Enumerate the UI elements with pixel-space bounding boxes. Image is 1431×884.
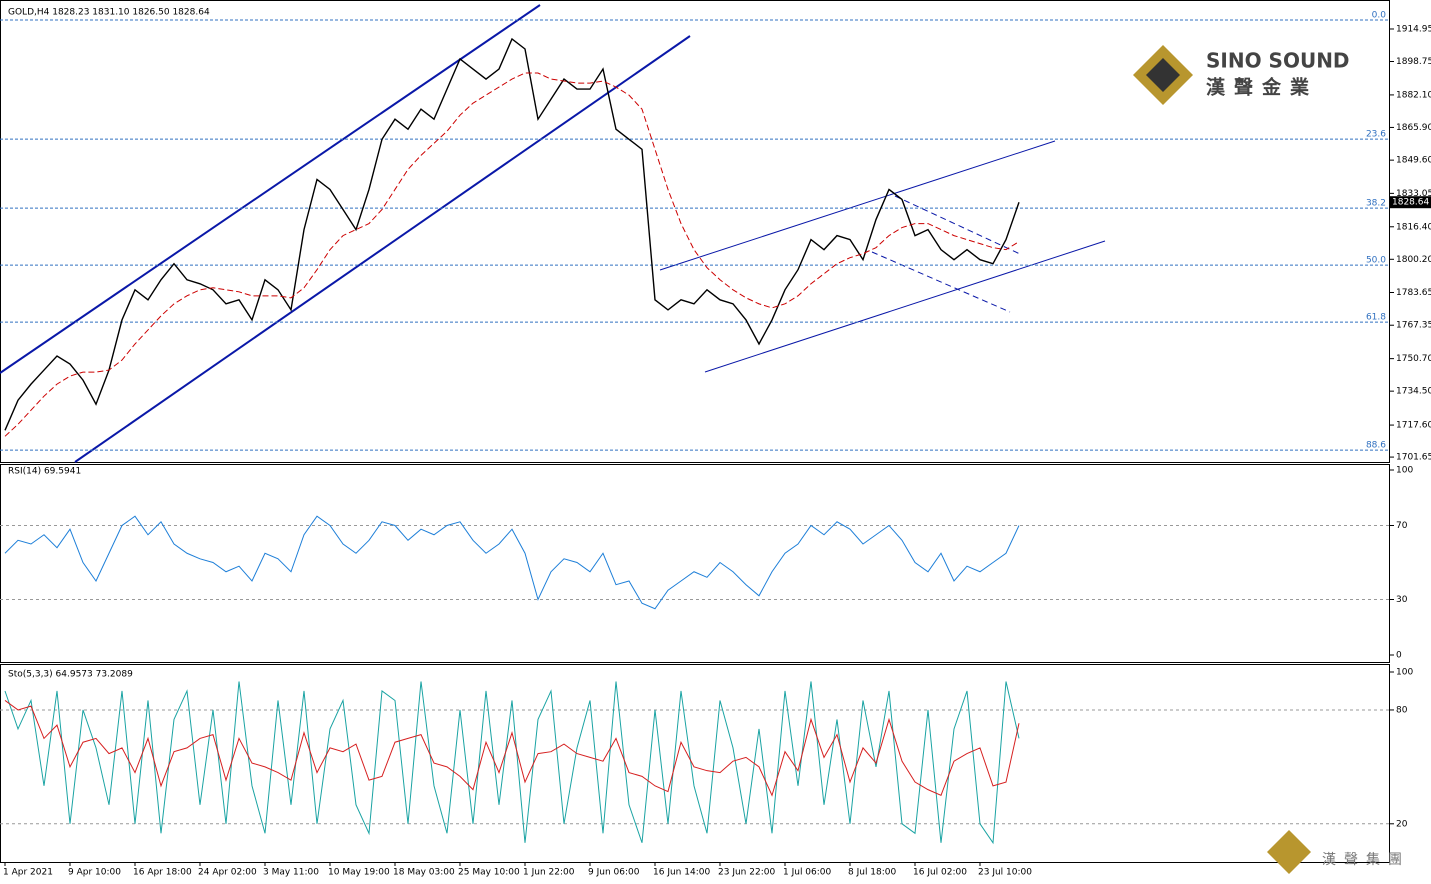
rising-channel (659, 140, 1106, 373)
x-tick-label: 16 Jul 02:00 (913, 868, 967, 878)
y-tick-label: 100 (1396, 466, 1413, 476)
channel-upper (0, 4, 541, 374)
channel-lower (704, 240, 1106, 373)
x-tick-label: 10 May 19:00 (328, 868, 390, 878)
y-tick-label: 1816.40 (1396, 222, 1431, 232)
series-line (4, 72, 1020, 437)
fib-label: 50.0 (1366, 256, 1386, 266)
x-tick-label: 1 Jun 22:00 (523, 868, 575, 878)
rsi-title: RSI(14) 69.5941 (8, 467, 81, 477)
y-tick-label: 1750.70 (1396, 354, 1431, 364)
logo-subtitle: 漢聲金業 (1206, 76, 1318, 99)
y-tick-label: 1882.10 (1396, 90, 1431, 100)
y-tick-label: 1734.50 (1396, 387, 1431, 397)
wedge-upper (894, 195, 1021, 255)
y-tick-label: 20 (1396, 819, 1408, 829)
last-price-box (1390, 196, 1431, 209)
y-tick-label: 1800.20 (1396, 255, 1431, 265)
y-tick-label: 1767.35 (1396, 321, 1431, 331)
x-tick-label: 1 Jul 06:00 (783, 868, 832, 878)
x-tick-label: 9 Apr 10:00 (68, 868, 121, 878)
x-tick-label: 8 Jul 18:00 (848, 868, 897, 878)
trend-channel (0, 4, 691, 463)
fib-label: 38.2 (1366, 199, 1386, 209)
y-tick-label: 1717.60 (1396, 421, 1431, 431)
fib-label: 61.8 (1366, 313, 1386, 323)
y-tick-label: 100 (1396, 668, 1413, 678)
x-tick-label: 9 Jun 06:00 (588, 868, 640, 878)
y-tick-label: 1701.65 (1396, 453, 1431, 463)
x-tick-label: 25 May 10:00 (458, 868, 520, 878)
x-tick-label: 3 May 11:00 (263, 868, 319, 878)
y-tick-label: 1833.05 (1396, 189, 1431, 199)
logo-footer: 漢聲集團 (1322, 851, 1410, 868)
price-panel (0, 0, 1390, 463)
y-tick-label: 1849.60 (1396, 156, 1431, 166)
x-tick-label: 1 Apr 2021 (3, 868, 53, 878)
logo-title: SINO SOUND (1206, 49, 1350, 73)
y-tick-label: 30 (1396, 595, 1408, 605)
x-tick-label: 23 Jun 22:00 (718, 868, 775, 878)
x-tick-label: 16 Apr 18:00 (133, 868, 192, 878)
logo-mark-inner (1146, 58, 1180, 92)
series-line (4, 37, 1020, 431)
chart-title: GOLD,H4 1828.23 1831.10 1826.50 1828.64 (8, 8, 210, 18)
x-tick-label: 24 Apr 02:00 (198, 868, 257, 878)
x-tick-label: 16 Jun 14:00 (653, 868, 710, 878)
y-tick-label: 1914.95 (1396, 24, 1431, 34)
rsi-panel (0, 464, 1390, 663)
y-tick-label: 80 (1396, 705, 1408, 715)
y-tick-label: 1783.65 (1396, 288, 1431, 298)
series-line (4, 700, 1020, 797)
fib-label: 88.6 (1366, 441, 1386, 451)
last-price-label: 1828.64 (1392, 198, 1429, 208)
sto-title: Sto(5,3,3) 64.9573 73.2089 (8, 670, 133, 680)
wedge-lower (871, 251, 1011, 313)
channel-lower (74, 35, 691, 463)
y-tick-label: 0 (1396, 651, 1402, 661)
y-tick-label: 1898.75 (1396, 57, 1431, 67)
series-line (4, 681, 1020, 845)
logo: SINO SOUND 漢聲金業 漢聲集團 (1133, 45, 1410, 874)
series-line (4, 515, 1020, 610)
fib-label: 23.6 (1366, 130, 1386, 140)
y-tick-label: 1865.90 (1396, 123, 1431, 133)
fib-label: 0.0 (1372, 11, 1387, 21)
x-tick-label: 18 May 03:00 (393, 868, 455, 878)
y-tick-label: 70 (1396, 521, 1408, 531)
channel-upper (659, 140, 1056, 271)
sto-panel (0, 664, 1390, 863)
x-tick-label: 23 Jul 10:00 (978, 868, 1032, 878)
footer-mark (1267, 830, 1311, 874)
